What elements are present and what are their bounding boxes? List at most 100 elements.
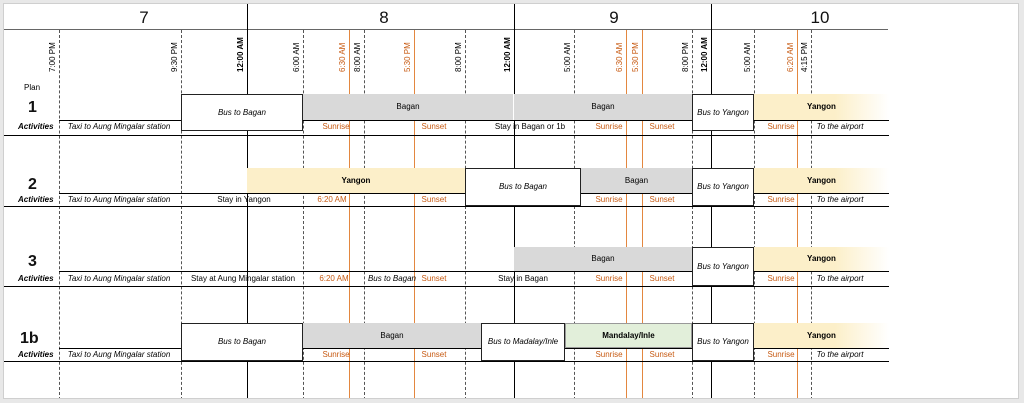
bar-bus: Bus to Yangon [692,94,754,131]
activity: Sunrise [767,195,795,204]
activity: Taxi to Aung Mingalar station [67,122,171,131]
row-line [4,206,889,207]
bar-bus: Bus to Yangon [692,323,754,361]
time-gridline [574,30,575,398]
activity: Sunrise [595,122,623,131]
bar-bus: Bus to Bagan [181,323,303,361]
day-header: 9 [609,8,619,27]
schedule-diagram: 7 8 9 10 7:00 PM 9:30 PM 12:00 AM 6:00 AM 6:… [3,3,1019,399]
bar-bus: Bus to Yangon [692,247,754,286]
bar-bagan: Bagan [514,247,692,271]
row-line [4,286,889,287]
time-label: 8:00 PM [454,42,463,72]
bar-yangon: Yangon [247,168,465,193]
activity: Sunrise [595,195,623,204]
bar-yangon: Yangon [754,247,889,271]
activity: 6:20 AM [317,195,347,204]
bar-bus: Bus to Madalay/Inle [481,323,565,361]
row-line [59,120,889,121]
activity: Taxi to Aung Mingalar station [67,274,171,283]
activity: Stay in Bagan [498,274,548,283]
day-header: 7 [139,8,149,27]
activity: Sunset [421,122,447,131]
time-label: 5:00 AM [563,42,572,72]
time-label: 9:30 PM [170,42,179,72]
activity: Sunrise [767,274,795,283]
time-gridline [797,30,798,398]
time-gridline [349,30,350,398]
activities-label: Activities [18,274,54,283]
activities-label: Activities [18,195,54,204]
row-line [59,348,889,349]
bar-yangon: Yangon [754,94,889,120]
bar-bus: Bus to Bagan [181,94,303,131]
day-header: 10 [810,8,830,27]
time-label: 7:00 PM [48,42,57,72]
time-label: 8:00 PM [681,42,690,72]
plan-number: 1b [20,330,39,347]
activity: Sunset [421,274,447,283]
time-gridline [247,4,248,398]
time-label: 6:20 AM [786,42,795,72]
time-gridline [303,30,304,398]
activity: Bus to Bagan [367,274,417,283]
day-header: 8 [379,8,389,27]
time-gridline [59,30,60,398]
time-gridline [626,30,627,398]
time-label: 4:15 PM [800,42,809,72]
activity: Stay at Aung Mingalar station [190,274,296,283]
bar-bus: Bus to Bagan [465,168,581,206]
activity: Stay in Bagan or 1b [494,122,566,131]
bar-bagan: Bagan [514,94,692,120]
time-gridline [414,30,415,398]
time-gridline [754,30,755,398]
time-label: 5:30 PM [631,42,640,72]
time-label: 12:00 AM [700,37,709,72]
bar-bagan: Bagan [581,168,692,193]
time-gridline [181,30,182,398]
activity: Sunrise [322,122,350,131]
plan-number: 3 [28,253,37,270]
time-gridline [364,30,365,398]
plan-header: Plan [24,83,41,92]
activity: Sunset [649,195,675,204]
time-gridline [811,30,812,398]
activity: To the airport [816,122,864,131]
plan-number: 1 [28,99,37,116]
row-line [4,361,889,362]
time-gridline [692,30,693,398]
activity: Sunrise [322,350,350,359]
activity: To the airport [816,274,864,283]
activity: Sunrise [767,122,795,131]
activity: To the airport [816,195,864,204]
time-label: 6:00 AM [292,42,301,72]
activity: Sunset [421,350,447,359]
time-label: 8:00 AM [353,42,362,72]
activity: Sunset [649,274,675,283]
time-gridline [465,30,466,398]
activities-label: Activities [18,122,54,131]
bar-mandalay: Mandalay/Inle [565,323,692,348]
activity: Taxi to Aung Mingalar station [67,195,171,204]
bar-yangon: Yangon [754,168,889,193]
activity: Taxi to Aung Mingalar station [67,350,171,359]
activity: Stay in Yangon [217,195,271,204]
activity: Sunrise [767,350,795,359]
bar-bagan: Bagan [303,94,513,120]
time-label: 6:30 AM [338,42,347,72]
activity: Sunset [649,350,675,359]
time-label: 5:00 AM [743,42,752,72]
bar-bagan: Bagan [303,323,481,348]
header-rule [4,29,888,30]
time-label: 12:00 AM [236,37,245,72]
activity: Sunrise [595,350,623,359]
time-label: 6:30 AM [615,42,624,72]
activity: Sunrise [595,274,623,283]
activity: Sunset [649,122,675,131]
activity: To the airport [816,350,864,359]
row-line [4,135,889,136]
time-label: 5:30 PM [403,42,412,72]
bar-bus: Bus to Yangon [692,168,754,206]
bar-yangon: Yangon [754,323,889,348]
row-line [59,271,889,272]
